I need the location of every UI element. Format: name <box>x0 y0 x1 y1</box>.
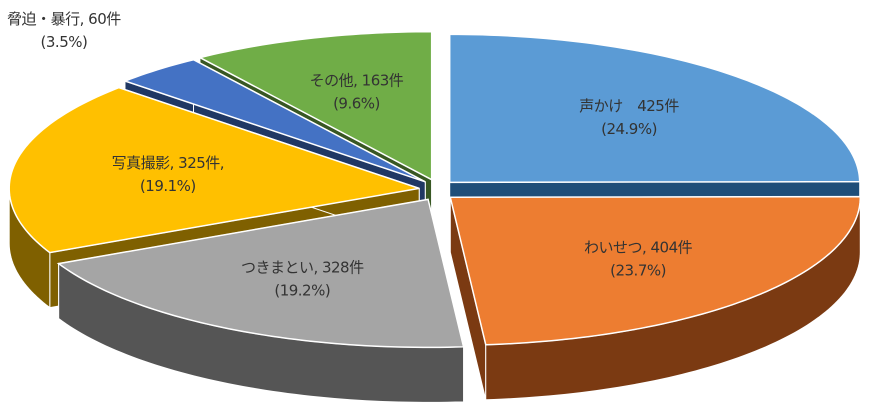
percent-label: (3.5%) <box>41 33 88 51</box>
slice <box>56 198 465 349</box>
percent-label: (19.2%) <box>274 282 330 300</box>
slice <box>448 33 861 184</box>
data-label: 写真撮影, 325件, <box>112 154 224 172</box>
slice <box>449 195 862 346</box>
data-label: つきまとい, 328件 <box>241 259 364 277</box>
data-label: 脅迫・暴行, 60件 <box>7 10 121 28</box>
data-label: 声かけ 425件 <box>579 97 679 115</box>
percent-label: (9.6%) <box>333 95 380 113</box>
data-label: わいせつ, 404件 <box>584 239 693 257</box>
percent-label: (23.7%) <box>610 262 666 280</box>
percent-label: (24.9%) <box>601 120 657 138</box>
data-label: その他, 163件 <box>310 72 404 90</box>
percent-label: (19.1%) <box>140 177 196 195</box>
slice <box>8 86 420 254</box>
slice <box>197 30 433 181</box>
slice <box>122 58 426 183</box>
